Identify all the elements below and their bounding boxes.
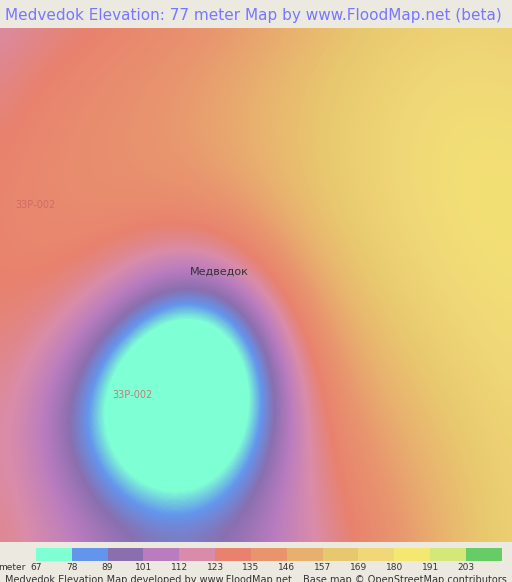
Text: 146: 146 xyxy=(278,563,295,573)
Text: 89: 89 xyxy=(102,563,113,573)
Text: 203: 203 xyxy=(457,563,475,573)
Text: Medvedok Elevation Map developed by www.FloodMap.net: Medvedok Elevation Map developed by www.… xyxy=(5,575,292,582)
Bar xyxy=(358,548,394,562)
Bar xyxy=(430,548,466,562)
Bar xyxy=(36,548,72,562)
Text: 33Р-002: 33Р-002 xyxy=(15,200,56,210)
Text: 180: 180 xyxy=(386,563,403,573)
Bar xyxy=(179,548,215,562)
Text: 67: 67 xyxy=(30,563,41,573)
Text: meter: meter xyxy=(0,563,26,573)
Text: 101: 101 xyxy=(135,563,152,573)
Text: Медведок: Медведок xyxy=(189,267,248,277)
Bar xyxy=(466,548,502,562)
Text: 78: 78 xyxy=(66,563,77,573)
Bar xyxy=(251,548,287,562)
Text: 157: 157 xyxy=(314,563,331,573)
Text: Medvedok Elevation: 77 meter Map by www.FloodMap.net (beta): Medvedok Elevation: 77 meter Map by www.… xyxy=(5,8,502,23)
Bar xyxy=(287,548,323,562)
Bar xyxy=(108,548,143,562)
Bar xyxy=(394,548,430,562)
Bar xyxy=(215,548,251,562)
Text: Base map © OpenStreetMap contributors: Base map © OpenStreetMap contributors xyxy=(303,575,507,582)
Text: 191: 191 xyxy=(421,563,439,573)
Text: 123: 123 xyxy=(206,563,224,573)
Bar xyxy=(323,548,358,562)
Text: 112: 112 xyxy=(170,563,188,573)
Text: 169: 169 xyxy=(350,563,367,573)
Bar xyxy=(143,548,179,562)
Bar xyxy=(72,548,108,562)
Text: 135: 135 xyxy=(242,563,260,573)
Text: 33Р-002: 33Р-002 xyxy=(113,391,153,400)
